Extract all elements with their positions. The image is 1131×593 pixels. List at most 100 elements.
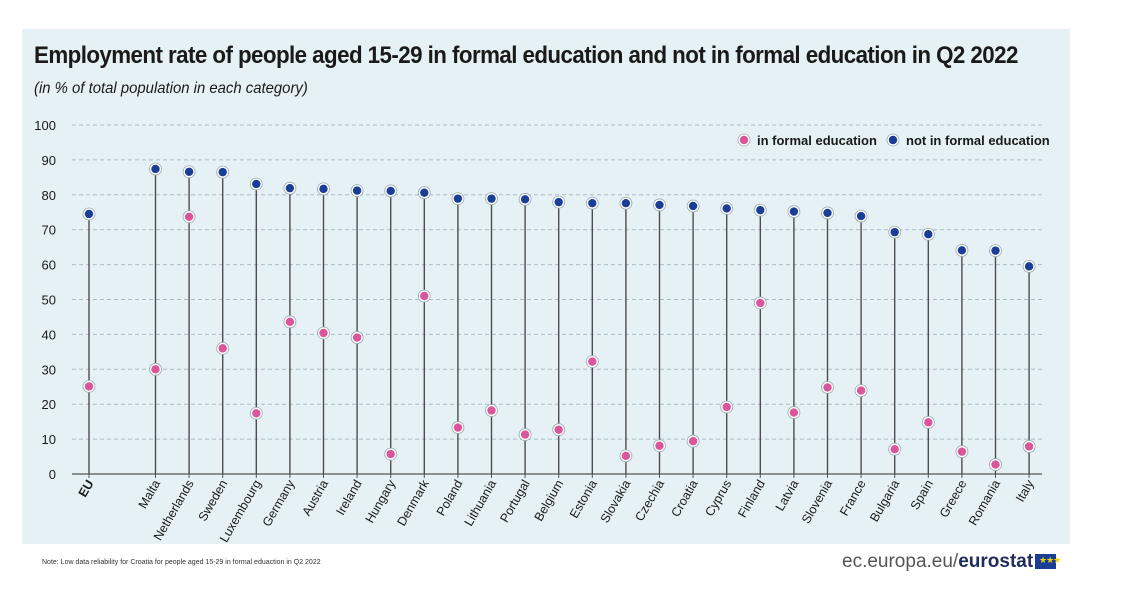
legend-label: not in formal education bbox=[906, 133, 1050, 148]
x-tick-label: Croatia bbox=[668, 477, 700, 519]
legend-marker bbox=[888, 135, 898, 145]
data-point bbox=[554, 197, 563, 207]
x-tick-label: Poland bbox=[434, 477, 466, 518]
y-tick-label: 80 bbox=[42, 188, 56, 203]
data-point bbox=[520, 430, 530, 439]
data-point bbox=[487, 406, 496, 415]
data-point bbox=[1024, 442, 1034, 451]
y-axis-labels: 0 10 20 30 40 50 60 70 80 90 100 bbox=[34, 118, 56, 482]
data-point bbox=[924, 418, 933, 427]
footnote: Note: Low data reliability for Croatia f… bbox=[42, 559, 321, 566]
data-point bbox=[420, 291, 429, 301]
data-point bbox=[420, 188, 429, 197]
legend: in formal education not in formal educati… bbox=[737, 133, 1050, 148]
data-point bbox=[453, 194, 463, 203]
data-point bbox=[789, 207, 799, 216]
x-tick-label: Czechia bbox=[632, 477, 667, 523]
data-point bbox=[991, 460, 1000, 469]
legend-marker bbox=[739, 135, 749, 145]
x-axis-labels: EU MaltaNetherlandsSwedenLuxembourgGerman… bbox=[76, 474, 1037, 545]
x-tick-label: Greece bbox=[937, 477, 970, 520]
y-tick-label: 40 bbox=[42, 327, 56, 342]
data-point bbox=[151, 365, 160, 374]
y-tick-label: 90 bbox=[42, 153, 56, 168]
footer-domain: ec.europa.eu/ bbox=[842, 551, 959, 572]
chart-subtitle: (in % of total population in each catego… bbox=[34, 80, 308, 97]
x-tick-label: Slovakia bbox=[598, 477, 634, 525]
x-tick-label: Germany bbox=[260, 477, 298, 529]
gridlines bbox=[72, 124, 1042, 475]
x-tick-label: Estonia bbox=[567, 477, 600, 520]
data-point bbox=[352, 333, 362, 342]
x-tick-label: Spain bbox=[908, 477, 936, 512]
data-point bbox=[520, 195, 530, 204]
data-point bbox=[252, 179, 261, 189]
y-tick-label: 30 bbox=[42, 362, 56, 377]
data-points bbox=[82, 162, 1036, 471]
y-tick-label: 50 bbox=[42, 293, 56, 308]
data-point bbox=[722, 204, 731, 213]
data-point bbox=[386, 186, 395, 196]
data-point bbox=[655, 441, 664, 450]
x-tick-label: Hungary bbox=[363, 477, 399, 526]
x-tick-label: Bulgaria bbox=[867, 477, 902, 524]
data-point bbox=[924, 230, 933, 239]
data-point bbox=[151, 164, 160, 174]
x-tick-label: Denmark bbox=[394, 477, 432, 529]
x-tick-label: Slovenia bbox=[799, 477, 835, 526]
data-point bbox=[285, 183, 295, 193]
data-point bbox=[756, 298, 765, 308]
y-tick-label: 0 bbox=[49, 467, 56, 482]
eurostat-footer[interactable]: ec.europa.eu/eurostat bbox=[842, 551, 1033, 573]
x-tick-label: Austria bbox=[300, 477, 332, 518]
y-tick-label: 20 bbox=[42, 397, 56, 412]
data-point bbox=[688, 201, 698, 211]
data-point bbox=[957, 246, 967, 255]
data-point bbox=[957, 447, 967, 456]
data-point bbox=[319, 328, 328, 338]
data-point bbox=[890, 227, 899, 237]
data-point bbox=[655, 200, 664, 210]
x-tick-label: France bbox=[837, 477, 869, 518]
x-tick-label: EU bbox=[76, 478, 97, 500]
data-point bbox=[554, 425, 563, 434]
x-tick-label: Ireland bbox=[333, 477, 364, 517]
data-point bbox=[588, 198, 597, 208]
data-point bbox=[756, 205, 765, 215]
data-point bbox=[890, 445, 899, 454]
data-point bbox=[621, 451, 631, 461]
footer-brand: eurostat bbox=[958, 551, 1034, 572]
data-point bbox=[1024, 262, 1034, 271]
data-point bbox=[588, 357, 597, 366]
x-tick-label: Romania bbox=[966, 477, 1003, 527]
data-point bbox=[319, 184, 328, 194]
data-point bbox=[386, 449, 395, 459]
x-tick-label: Sweden bbox=[196, 477, 231, 523]
data-point bbox=[487, 194, 496, 203]
x-tick-label: Finland bbox=[735, 477, 768, 520]
data-point bbox=[184, 167, 194, 176]
y-tick-label: 70 bbox=[42, 223, 56, 238]
x-tick-label: Lithuania bbox=[462, 477, 500, 528]
x-tick-label: Italy bbox=[1013, 477, 1037, 505]
y-tick-label: 60 bbox=[42, 258, 56, 273]
data-point bbox=[823, 383, 832, 392]
x-tick-label: Latvia bbox=[773, 477, 802, 513]
x-tick-label: Cyprus bbox=[702, 478, 734, 519]
data-point bbox=[991, 246, 1000, 255]
data-point bbox=[453, 423, 463, 432]
y-tick-label: 100 bbox=[34, 118, 56, 133]
legend-label: in formal education bbox=[757, 133, 877, 148]
data-point bbox=[856, 211, 866, 221]
x-tick-label: Portugal bbox=[497, 478, 532, 525]
eu-flag-icon: ★★★ bbox=[1035, 554, 1061, 569]
data-point bbox=[856, 386, 866, 395]
data-point bbox=[84, 382, 94, 391]
data-point bbox=[252, 409, 261, 418]
data-point bbox=[688, 436, 698, 446]
data-point bbox=[621, 198, 631, 208]
data-point bbox=[352, 186, 362, 195]
data-point bbox=[285, 317, 295, 327]
data-point bbox=[218, 344, 227, 353]
